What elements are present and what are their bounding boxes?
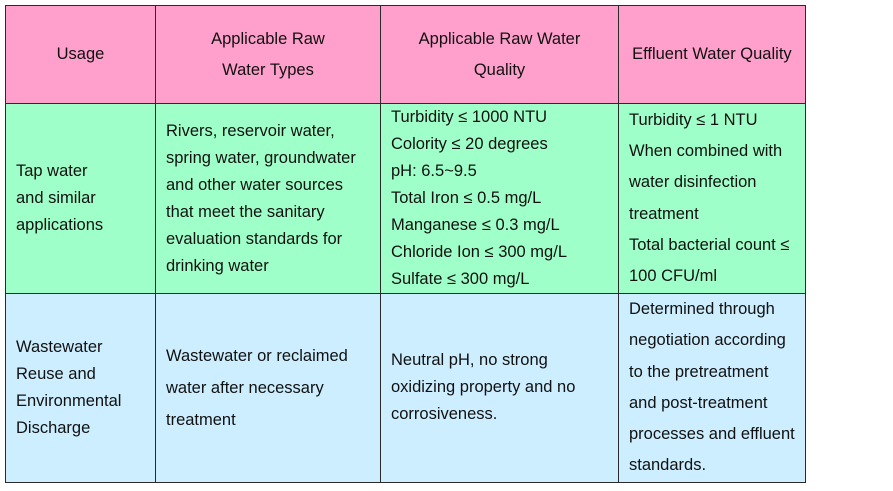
cell-line: Discharge	[16, 418, 91, 437]
cell-effluent-quality: Determined through negotiation according…	[618, 293, 806, 483]
cell-line: treatment	[166, 410, 236, 429]
header-raw-water-types: Applicable Raw Water Types	[155, 5, 381, 104]
cell-line: Rivers, reservoir water,	[166, 121, 335, 140]
cell-line: and post-treatment	[629, 393, 768, 412]
cell-line: spring water, groundwater	[166, 148, 356, 167]
cell-line: drinking water	[166, 256, 269, 275]
cell-line: water disinfection	[629, 173, 757, 192]
cell-line: water after necessary	[166, 378, 324, 397]
header-effluent-quality: Effluent Water Quality	[618, 5, 806, 104]
table-row-wastewater: Wastewater Reuse and Environmental Disch…	[5, 293, 806, 483]
cell-line: Determined through	[629, 300, 775, 318]
cell-line: Neutral pH, no strong	[391, 351, 548, 370]
header-line: Applicable Raw Water	[418, 29, 581, 48]
cell-line: oxidizing property and no	[391, 378, 576, 397]
cell-line: Total Iron ≤ 0.5 mg/L	[391, 189, 542, 207]
cell-line: evaluation standards for	[166, 229, 343, 248]
cell-line: that meet the sanitary	[166, 202, 325, 221]
cell-line: Total bacterial count ≤	[629, 235, 790, 254]
cell-line: treatment	[629, 204, 699, 223]
cell-raw-water-quality: Turbidity ≤ 1000 NTU Colority ≤ 20 degre…	[380, 103, 619, 294]
cell-line: and similar	[16, 189, 96, 207]
header-line: Usage	[56, 45, 105, 63]
cell-line: Reuse and	[16, 364, 96, 383]
cell-line: processes and effluent	[629, 425, 795, 444]
cell-raw-water-quality: Neutral pH, no strong oxidizing property…	[380, 293, 619, 483]
header-line: Quality	[473, 60, 526, 79]
header-line: Effluent Water Quality	[632, 45, 792, 63]
cell-line: corrosiveness.	[391, 405, 498, 424]
header-line: Applicable Raw	[211, 29, 325, 48]
cell-line: Colority ≤ 20 degrees	[391, 135, 548, 153]
cell-line: Turbidity ≤ 1000 NTU	[391, 108, 548, 126]
header-line: Water Types	[222, 60, 314, 79]
table-row-tap-water: Tap water and similar applications River…	[5, 103, 806, 294]
cell-line: Environmental	[16, 391, 122, 410]
cell-usage: Wastewater Reuse and Environmental Disch…	[5, 293, 156, 483]
cell-line: and other water sources	[166, 175, 344, 194]
cell-line: to the pretreatment	[629, 362, 769, 381]
header-raw-water-quality: Applicable Raw Water Quality	[380, 5, 619, 104]
water-spec-table: Usage Applicable Raw Water Types Applica…	[5, 5, 806, 483]
cell-line: Wastewater	[16, 337, 103, 356]
cell-line: negotiation according	[629, 331, 786, 350]
header-usage: Usage	[5, 5, 156, 104]
cell-line: pH: 6.5~9.5	[391, 162, 477, 180]
cell-raw-water-types: Wastewater or reclaimed water after nece…	[155, 293, 381, 483]
cell-line: Chloride Ion ≤ 300 mg/L	[391, 243, 567, 261]
cell-line: Manganese ≤ 0.3 mg/L	[391, 216, 560, 234]
cell-line: applications	[16, 216, 104, 234]
cell-line: standards.	[629, 456, 707, 475]
cell-line: When combined with	[629, 141, 783, 160]
cell-line: Sulfate ≤ 300 mg/L	[391, 270, 530, 288]
cell-line: Wastewater or reclaimed	[166, 346, 348, 365]
cell-usage: Tap water and similar applications	[5, 103, 156, 294]
header-row: Usage Applicable Raw Water Types Applica…	[5, 5, 806, 104]
cell-raw-water-types: Rivers, reservoir water, spring water, g…	[155, 103, 381, 294]
cell-line: Turbidity ≤ 1 NTU	[629, 110, 758, 129]
cell-effluent-quality: Turbidity ≤ 1 NTU When combined with wat…	[618, 103, 806, 294]
cell-line: Tap water	[16, 162, 88, 180]
cell-line: 100 CFU/ml	[629, 267, 718, 286]
